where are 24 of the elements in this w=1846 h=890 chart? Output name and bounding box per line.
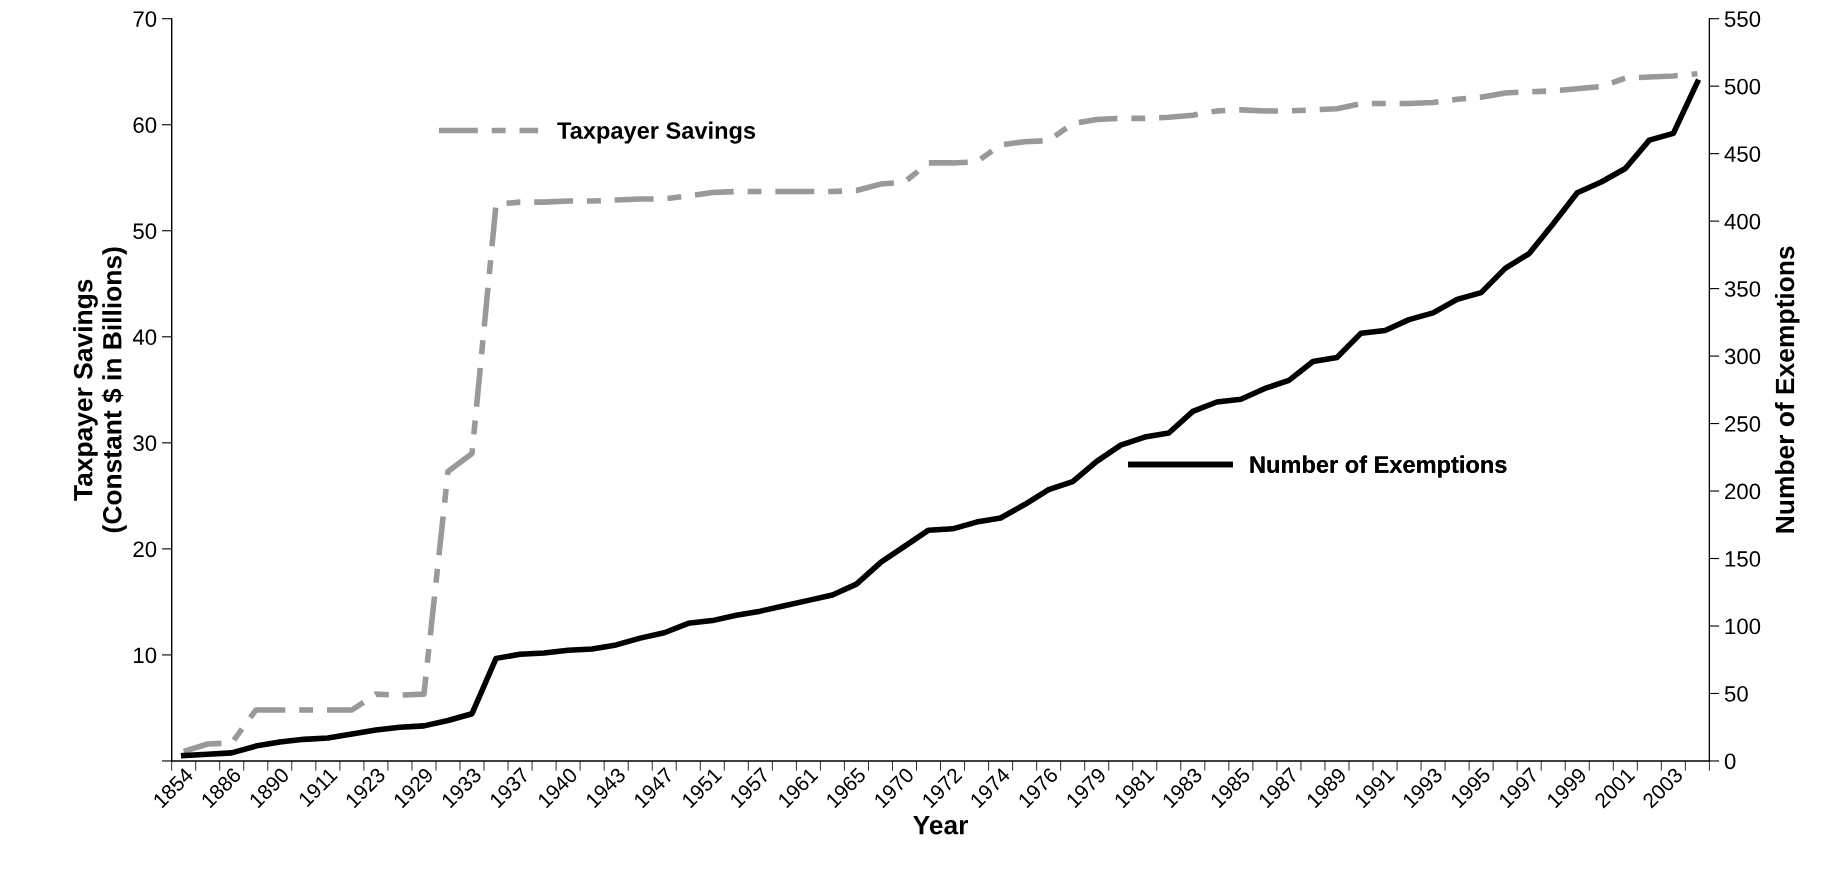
y2-tick-label: 500	[1724, 78, 1761, 95]
legend-label: Number of Exemptions	[1250, 455, 1507, 478]
y-tick-label: 40	[132, 329, 157, 346]
y2-tick-label: 550	[1724, 11, 1761, 27]
y-tick-label: 60	[133, 117, 157, 133]
y2-tick-label: 0	[1724, 753, 1736, 770]
y2-tick-label: 100	[1725, 618, 1761, 635]
y2-tick-label: 150	[1725, 551, 1761, 567]
y2-axis-title: Number of Exemptions	[1774, 246, 1800, 533]
y-tick-label: 70	[133, 11, 157, 27]
y2-tick-label: 200	[1725, 483, 1761, 500]
y2-tick-label: 300	[1724, 348, 1761, 365]
y-tick-label: 30	[133, 435, 157, 452]
y-tick-label: 10	[134, 647, 157, 664]
y2-tick-label: 50	[1724, 686, 1748, 702]
y-tick-label: 20	[133, 541, 157, 558]
y2-tick-label: 400	[1724, 213, 1761, 230]
y2-tick-label: 450	[1724, 146, 1761, 162]
y2-tick-label: 250	[1725, 416, 1761, 432]
y2-tick-label: 350	[1724, 281, 1761, 297]
y-tick-label: 50	[133, 223, 157, 240]
y-axis-title: Taxpayer Savings (Constant $ in Billions)	[73, 247, 127, 533]
x-axis-title: Year	[913, 816, 969, 835]
legend-label: Taxpayer Savings	[557, 121, 756, 144]
